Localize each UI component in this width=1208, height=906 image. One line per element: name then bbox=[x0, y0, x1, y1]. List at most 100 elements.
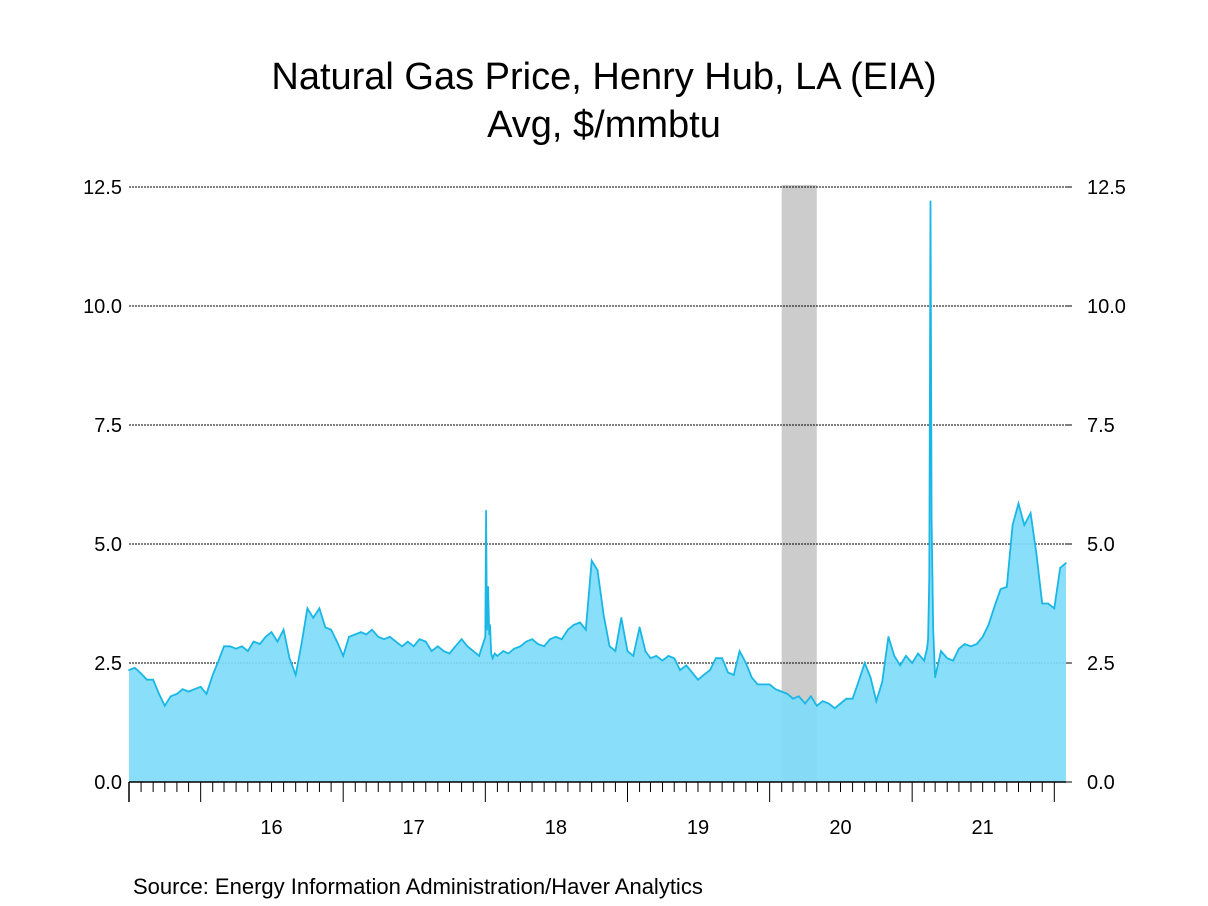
data-point bbox=[324, 626, 327, 629]
data-point bbox=[774, 688, 777, 690]
data-point bbox=[365, 633, 368, 636]
data-point bbox=[697, 678, 699, 681]
y-tick-label-left: 5.0 bbox=[94, 534, 122, 556]
data-point bbox=[348, 636, 350, 638]
data-point bbox=[140, 672, 142, 675]
data-point bbox=[927, 638, 929, 640]
data-point bbox=[187, 690, 190, 693]
data-point bbox=[488, 633, 491, 636]
data-point bbox=[768, 683, 771, 686]
data-point bbox=[917, 652, 919, 655]
data-point bbox=[632, 655, 635, 657]
data-point bbox=[330, 628, 332, 631]
data-point bbox=[709, 669, 711, 671]
data-point bbox=[828, 702, 830, 705]
data-point bbox=[276, 640, 279, 643]
data-point bbox=[893, 655, 896, 657]
y-tick-label-left: 2.5 bbox=[94, 653, 122, 675]
data-point bbox=[519, 645, 522, 648]
data-point bbox=[585, 628, 587, 631]
data-point bbox=[223, 645, 225, 648]
data-point bbox=[288, 657, 291, 659]
data-point bbox=[383, 638, 385, 640]
data-point bbox=[934, 676, 936, 679]
data-point bbox=[472, 650, 475, 652]
data-point bbox=[513, 647, 515, 650]
data-point bbox=[745, 662, 747, 664]
data-point bbox=[798, 695, 800, 698]
data-point bbox=[833, 707, 836, 709]
data-point bbox=[649, 657, 652, 659]
data-point bbox=[899, 664, 901, 667]
data-point bbox=[780, 690, 783, 693]
data-point bbox=[981, 636, 984, 638]
data-point bbox=[655, 655, 658, 657]
data-point bbox=[976, 643, 978, 645]
data-point bbox=[460, 638, 463, 640]
data-point bbox=[839, 702, 842, 705]
data-point bbox=[804, 702, 806, 705]
data-point bbox=[128, 669, 130, 671]
data-point bbox=[620, 617, 623, 619]
data-point bbox=[282, 628, 285, 631]
data-point bbox=[792, 697, 794, 700]
data-point bbox=[958, 647, 960, 650]
data-point bbox=[342, 655, 345, 657]
data-point bbox=[389, 636, 391, 638]
data-point bbox=[437, 645, 439, 648]
y-tick-label-right: 7.5 bbox=[1087, 415, 1115, 437]
y-tick-label-left: 7.5 bbox=[94, 415, 122, 437]
data-point bbox=[614, 650, 617, 652]
y-tick-label-right: 2.5 bbox=[1087, 653, 1115, 675]
data-point bbox=[928, 576, 931, 579]
data-point bbox=[1006, 586, 1008, 588]
data-point bbox=[205, 693, 208, 695]
data-point bbox=[181, 688, 184, 690]
x-tick-label: 20 bbox=[829, 817, 851, 839]
data-point bbox=[294, 674, 297, 676]
data-point bbox=[952, 659, 954, 662]
data-point bbox=[193, 688, 196, 690]
data-point bbox=[930, 519, 933, 521]
data-point bbox=[134, 667, 136, 669]
data-point bbox=[851, 697, 854, 700]
data-point bbox=[229, 645, 231, 648]
data-point bbox=[727, 671, 729, 674]
data-point bbox=[543, 645, 545, 648]
data-point bbox=[845, 697, 848, 700]
data-point bbox=[756, 683, 759, 686]
data-point bbox=[146, 678, 148, 681]
data-point bbox=[667, 655, 670, 657]
data-point bbox=[810, 695, 812, 698]
data-point bbox=[932, 628, 934, 631]
series-area bbox=[129, 201, 1066, 783]
data-point bbox=[493, 652, 496, 655]
data-point bbox=[252, 640, 255, 643]
data-point bbox=[1065, 562, 1067, 564]
data-point bbox=[929, 200, 932, 203]
data-point bbox=[217, 659, 220, 662]
data-point bbox=[555, 636, 557, 638]
data-point bbox=[572, 624, 575, 626]
data-point bbox=[987, 624, 990, 626]
data-point bbox=[673, 657, 675, 659]
data-point bbox=[318, 607, 321, 610]
data-point bbox=[487, 586, 489, 588]
data-point bbox=[881, 681, 883, 683]
data-point bbox=[1011, 524, 1014, 526]
data-point bbox=[496, 655, 499, 657]
x-tick-label: 16 bbox=[260, 817, 282, 839]
y-tick-label-right: 12.5 bbox=[1087, 177, 1126, 199]
data-point bbox=[1053, 607, 1056, 610]
data-point bbox=[549, 638, 551, 640]
data-point bbox=[169, 695, 172, 698]
data-point bbox=[644, 650, 647, 652]
y-tick-label-left: 12.5 bbox=[83, 177, 122, 199]
data-point bbox=[401, 645, 403, 648]
data-point bbox=[537, 643, 539, 645]
data-point bbox=[199, 686, 202, 688]
data-point bbox=[970, 645, 972, 648]
data-point bbox=[425, 640, 427, 643]
data-point bbox=[1059, 567, 1061, 569]
